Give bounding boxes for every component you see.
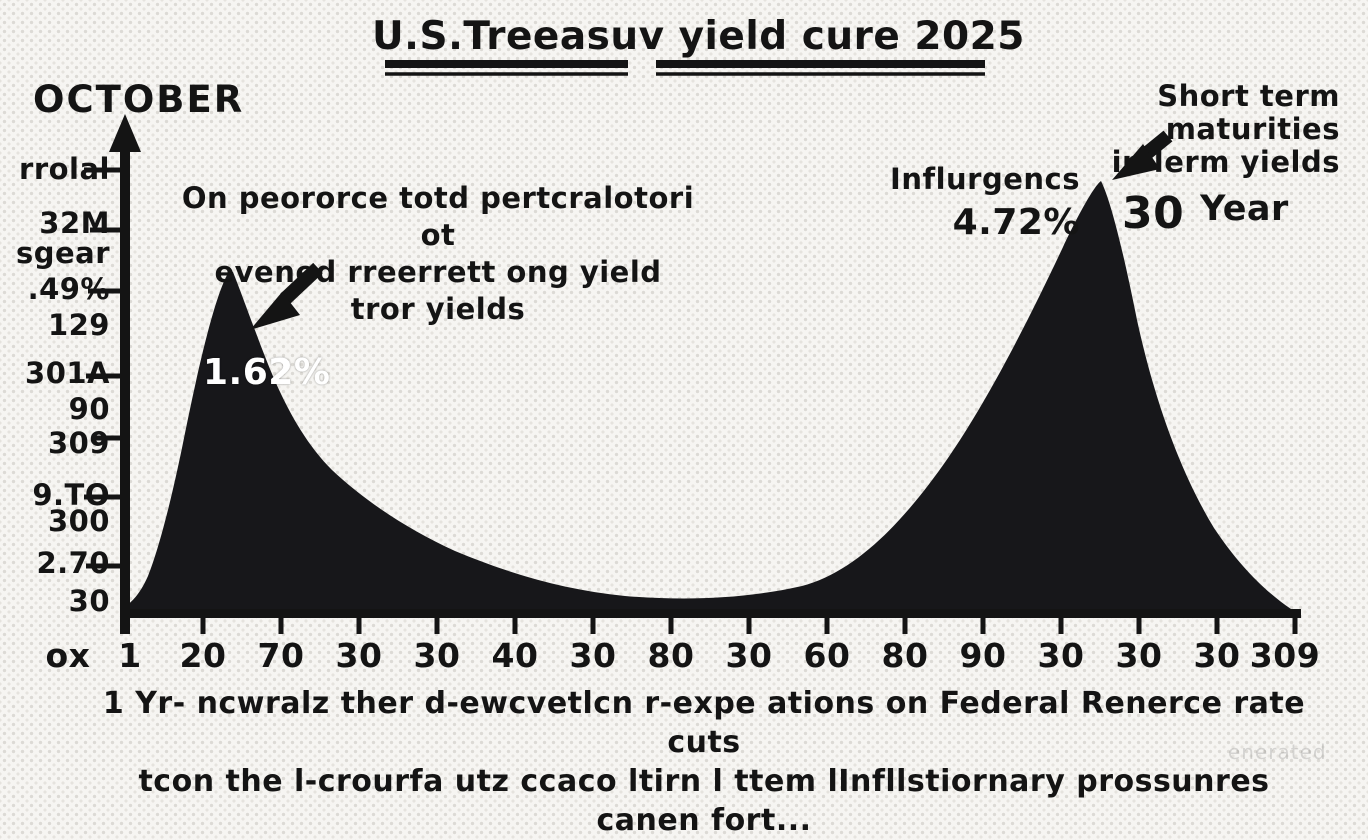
month-label: OCTOBER	[33, 78, 245, 121]
right-peak-value: 4.72%	[952, 202, 1080, 243]
y-axis-arrowhead-icon	[109, 114, 141, 152]
y-axis-label: 30	[68, 584, 110, 618]
y-axis-label: 32M	[39, 206, 110, 240]
top-right-annotation-line1: Short term maturities	[1157, 79, 1340, 146]
caption-line2: tcon the l-crourfa utz ccaco ltirn l tte…	[138, 764, 1270, 838]
y-axis-label: rrolal	[19, 152, 110, 186]
y-axis-label: 2.70	[36, 546, 110, 580]
x-axis-label: 60	[803, 636, 851, 675]
x-axis-label: 90	[959, 636, 1007, 675]
x-axis-label: 30	[413, 636, 461, 675]
right-peak-maturity: 30 Year	[1122, 188, 1289, 239]
right-peak-maturity-number: 30	[1122, 188, 1185, 239]
x-axis-label: 30	[725, 636, 773, 675]
caption-line1: 1 Yr- ncwralz ther d-ewcvetlcn r-expe at…	[102, 686, 1306, 760]
top-right-annotation-line2: in lerm yields	[1111, 145, 1340, 179]
mid-annotation-line3: tror yields	[350, 292, 526, 326]
y-axis-label: sgear	[15, 236, 110, 270]
x-axis-label: 30	[1037, 636, 1085, 675]
y-axis-label: 90	[68, 392, 110, 426]
mid-annotation: On peororce totd pertcralotori ot evened…	[168, 180, 708, 328]
mid-annotation-line1: On peororce totd pertcralotori ot	[181, 181, 695, 252]
x-axis-label: 30	[1193, 636, 1241, 675]
left-peak-arrow-icon	[250, 262, 323, 330]
yield-curve-area	[126, 181, 1294, 611]
y-axis-label: 300	[47, 504, 110, 538]
influence-label: Influrgencs	[890, 162, 1080, 196]
x-axis-label: 1	[118, 636, 142, 675]
x-axis-label: 40	[491, 636, 539, 675]
x-axis-ticks	[122, 610, 1298, 634]
y-axis-line	[120, 140, 130, 634]
origin-label: ox	[45, 636, 91, 675]
x-axis-label: 80	[881, 636, 929, 675]
mid-annotation-line2: evened rreerrett ong yield	[214, 255, 662, 289]
y-axis-ticks	[84, 167, 121, 569]
left-peak-value: 1.62%	[203, 352, 331, 393]
x-axis-label: 30	[1115, 636, 1163, 675]
x-axis-label: 309	[1249, 636, 1321, 675]
y-axis-label: 301A	[25, 356, 110, 390]
top-right-annotation: Short term maturities in lerm yields	[1030, 80, 1340, 179]
x-axis-label: 30	[335, 636, 383, 675]
faint-watermark: enerated	[1228, 740, 1327, 764]
chart-title: U.S.Treeasuv yield cure 2025	[372, 14, 1025, 59]
x-axis-label: 70	[257, 636, 305, 675]
yield-curve-canvas	[84, 60, 1301, 634]
x-axis-label: 80	[647, 636, 695, 675]
x-axis-label: 30	[569, 636, 617, 675]
right-peak-arrow-icon	[1112, 130, 1173, 180]
y-axis-label: 9.TO	[32, 478, 110, 512]
y-axis-label: 129	[47, 308, 110, 342]
y-axis-label: .49%	[27, 272, 110, 306]
caption: 1 Yr- ncwralz ther d-ewcvetlcn r-expe at…	[84, 684, 1324, 840]
right-peak-maturity-unit: Year	[1200, 189, 1289, 229]
x-axis-label: 20	[179, 636, 227, 675]
y-axis-label: 309	[47, 426, 110, 460]
x-axis-line	[121, 609, 1301, 618]
